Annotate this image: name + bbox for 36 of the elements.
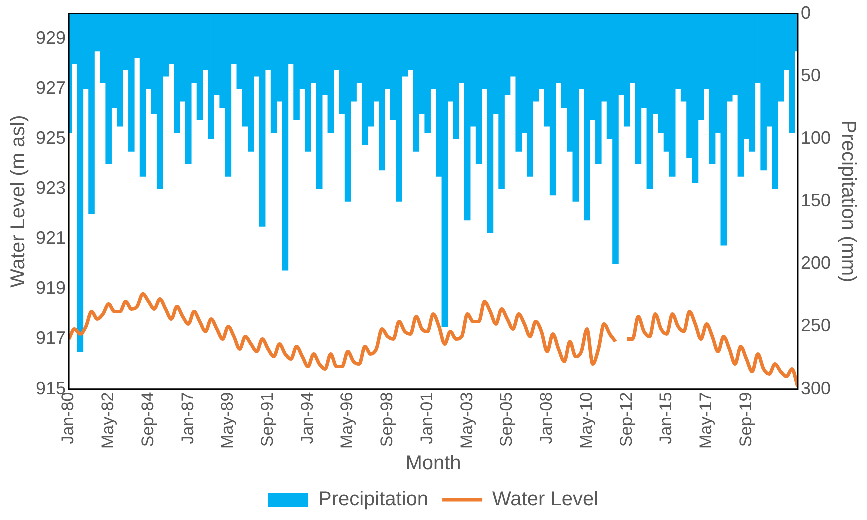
- x-tick-label: May-96: [338, 392, 357, 449]
- y-tick-label: 927: [36, 78, 66, 98]
- x-tick-label: Jan-94: [298, 392, 317, 444]
- x-tick-label: Sep-12: [616, 392, 636, 448]
- y-axis-title: Water Level (m asl): [8, 115, 30, 288]
- y2-tick-label: 150: [800, 190, 832, 211]
- y2-tick-label: 250: [800, 316, 832, 336]
- x-tick-label: May-89: [218, 392, 238, 449]
- y-tick-label: 923: [36, 178, 66, 198]
- x-tick-label: Jan-01: [418, 392, 437, 444]
- y2-tick-label: 50: [800, 65, 821, 86]
- legend-label: Water Level: [492, 488, 599, 511]
- y-tick-label: 921: [36, 228, 66, 248]
- x-tick-label: May-03: [457, 392, 476, 449]
- y-tick-label: 925: [36, 128, 66, 148]
- y-tick-label: 917: [36, 328, 66, 348]
- y2-tick-label: 300: [800, 378, 832, 398]
- y2-tick-label: 0: [800, 2, 811, 23]
- y2-tick-label: 200: [800, 253, 832, 274]
- x-tick-label: Jan-08: [537, 392, 556, 444]
- x-tick-label: Jan-87: [178, 392, 198, 444]
- x-tick-label: May-17: [696, 392, 716, 449]
- legend-label: Precipitation: [318, 488, 429, 511]
- x-tick-label: Sep-91: [258, 392, 278, 448]
- x-tick-label: Sep-05: [497, 392, 516, 448]
- x-tick-label: Sep-98: [378, 392, 397, 448]
- y-tick-label: 919: [36, 278, 66, 298]
- x-axis-title: Month: [406, 452, 462, 475]
- y-tick-label: 929: [36, 28, 66, 48]
- y2-tick-label: 100: [800, 128, 832, 148]
- x-tick-label: Jan-15: [656, 392, 676, 444]
- x-tick-label: Sep-84: [138, 392, 158, 448]
- x-tick-label: Sep-19: [736, 392, 756, 448]
- y2-axis-title: Precipitation (mm): [837, 120, 860, 283]
- x-tick-label: May-10: [576, 392, 596, 449]
- x-tick-label: May-82: [98, 392, 118, 449]
